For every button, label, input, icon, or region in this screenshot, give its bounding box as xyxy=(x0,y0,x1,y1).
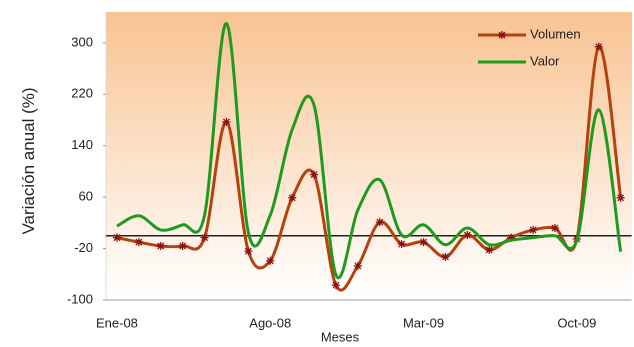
marker-stroke xyxy=(288,194,296,202)
marker-stroke xyxy=(551,224,559,232)
marker-stroke xyxy=(266,257,274,265)
data-marker xyxy=(594,42,603,51)
marker-stroke xyxy=(157,242,165,250)
data-marker xyxy=(375,218,384,227)
marker-stroke xyxy=(135,238,143,246)
legend-marker xyxy=(498,31,506,39)
data-marker xyxy=(200,233,209,242)
y-axis-title: Variación anual (%) xyxy=(19,87,38,235)
x-tick-label: Oct-09 xyxy=(557,315,596,330)
x-tick-label: Mar-09 xyxy=(403,315,444,330)
marker-stroke xyxy=(485,246,493,254)
data-marker xyxy=(463,231,472,240)
data-marker xyxy=(288,193,297,202)
data-marker xyxy=(134,238,143,247)
y-tick-label: 220 xyxy=(71,86,93,101)
y-tick-label: 300 xyxy=(71,34,93,49)
data-marker xyxy=(419,238,428,247)
data-marker xyxy=(397,240,406,249)
marker-stroke xyxy=(441,253,449,261)
x-tick-label: Ago-08 xyxy=(249,315,291,330)
data-marker xyxy=(266,256,275,265)
data-marker xyxy=(616,193,625,202)
data-marker xyxy=(156,242,165,250)
marker-stroke xyxy=(595,43,603,51)
series-line xyxy=(116,22,623,280)
data-marker xyxy=(244,247,253,256)
marker-stroke xyxy=(498,31,506,39)
data-marker xyxy=(529,225,538,234)
marker-stroke xyxy=(398,240,406,248)
marker-stroke xyxy=(201,234,209,242)
marker-stroke xyxy=(310,171,318,179)
marker-stroke xyxy=(113,234,121,242)
marker-stroke xyxy=(354,262,362,270)
marker-stroke xyxy=(529,226,537,234)
marker-stroke xyxy=(617,194,625,202)
data-marker xyxy=(353,261,362,270)
y-tick-label: -20 xyxy=(74,240,93,255)
marker-stroke xyxy=(376,218,384,226)
data-marker xyxy=(310,170,319,179)
legend-label: Valor xyxy=(530,53,560,68)
plot-background xyxy=(106,12,632,300)
data-marker xyxy=(441,252,450,261)
x-axis-title: Meses xyxy=(321,329,360,344)
marker-stroke xyxy=(222,118,230,126)
y-tick-label: 140 xyxy=(71,137,93,152)
marker-stroke xyxy=(463,231,471,239)
legend-label: Volumen xyxy=(530,26,581,41)
marker-stroke xyxy=(332,281,340,289)
data-marker xyxy=(331,281,340,290)
marker-stroke xyxy=(179,242,187,250)
y-tick-label: 60 xyxy=(79,189,93,204)
data-marker xyxy=(112,233,121,242)
y-tick-label: -100 xyxy=(67,291,93,306)
marker-stroke xyxy=(420,238,428,246)
data-marker xyxy=(550,224,559,232)
data-marker xyxy=(222,117,231,126)
data-marker xyxy=(485,245,494,254)
marker-stroke xyxy=(244,247,252,255)
x-tick-label: Ene-08 xyxy=(96,315,138,330)
data-marker xyxy=(178,242,187,250)
